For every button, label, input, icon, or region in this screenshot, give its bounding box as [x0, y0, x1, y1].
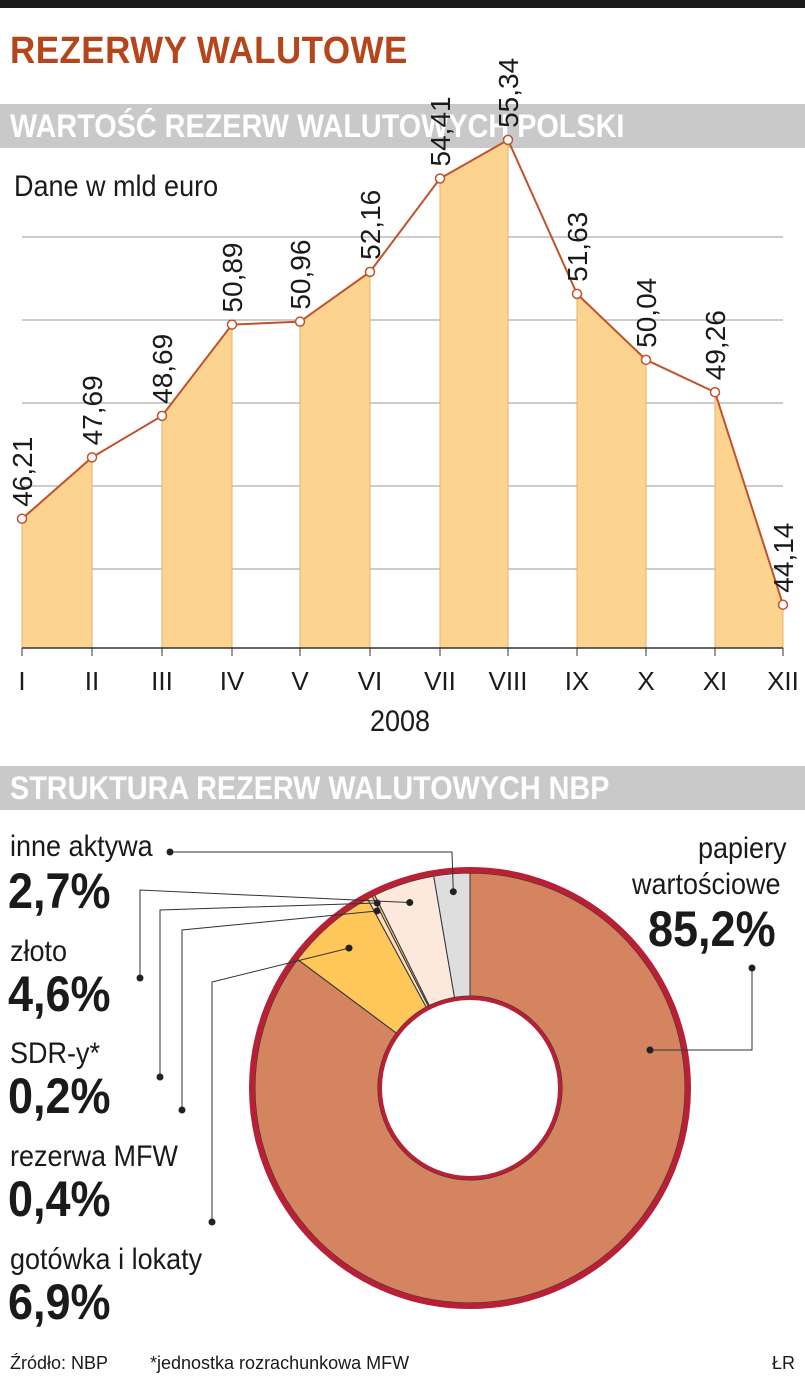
- data-label: 46,21: [7, 437, 38, 507]
- pie-chart-title: STRUKTURA REZERW WALUTOWYCH NBP: [10, 770, 610, 806]
- leader-dot: [449, 888, 457, 896]
- data-label: 50,96: [285, 240, 316, 310]
- page-title: REZERWY WALUTOWE: [10, 30, 408, 72]
- series-line: [21, 138, 784, 605]
- data-point: [156, 410, 168, 422]
- leader-dot: [166, 848, 174, 856]
- slice-label-gotowka: gotówka i lokaty: [10, 1243, 203, 1276]
- data-point: [364, 266, 376, 278]
- leader-dot: [136, 974, 144, 982]
- slice-label-sdr: SDR-y*: [10, 1037, 101, 1070]
- data-label: 49,26: [700, 310, 731, 380]
- leader-dot: [345, 944, 353, 952]
- author-initials: ŁR: [772, 1353, 796, 1373]
- data-label: 51,63: [562, 212, 593, 282]
- x-tick-label: VIII: [488, 666, 527, 696]
- slice-value-papiery: 85,2%: [648, 901, 776, 957]
- leader-line: [159, 902, 378, 1077]
- x-tick-label: IX: [565, 666, 590, 696]
- chart-unit-note: Dane w mld euro: [14, 170, 219, 203]
- leader-dot: [208, 1218, 216, 1226]
- data-point: [502, 134, 514, 146]
- data-point: [226, 319, 238, 330]
- data-point: [777, 599, 789, 610]
- slice-value-inne-aktywa: 2,7%: [8, 863, 111, 919]
- leader-line: [139, 889, 410, 978]
- x-tick-label: VI: [358, 666, 383, 696]
- slice-label-papiery-line1: papiery: [698, 832, 787, 865]
- area-band: [22, 457, 92, 648]
- leader-line: [211, 947, 350, 1222]
- line-chart-title-band: WARTOŚĆ REZERW WALUTOWYCH POLSKI: [0, 104, 805, 148]
- leader-dot: [646, 1046, 654, 1054]
- x-tick-label: XI: [703, 666, 728, 696]
- x-tick-label: X: [637, 666, 654, 696]
- x-tick-label: IV: [220, 666, 245, 696]
- leader-line: [181, 910, 378, 1110]
- area-chart: 46,21 I 47,69 II 48,69 III 50,89 IV 50,96 V 52,16 V…: [7, 58, 799, 696]
- x-tick-label: XII: [767, 666, 799, 696]
- data-label: 52,16: [355, 190, 386, 260]
- x-tick-label: I: [18, 666, 25, 696]
- line-chart-title: WARTOŚĆ REZERW WALUTOWYCH POLSKI: [10, 108, 625, 144]
- top-rule: [0, 0, 805, 8]
- x-tick-label: III: [151, 666, 173, 696]
- donut-inner-ring: [378, 996, 562, 1180]
- x-tick-label: II: [85, 666, 99, 696]
- data-label: 50,89: [217, 242, 248, 312]
- slice-value-sdr: 0,2%: [8, 1068, 111, 1124]
- area-band: [440, 139, 508, 648]
- pie-chart-title-band: STRUKTURA REZERW WALUTOWYCH NBP: [0, 766, 805, 810]
- slice-value-gotowka: 6,9%: [8, 1274, 111, 1330]
- data-point: [571, 288, 583, 300]
- source-note: Źródło: NBP: [10, 1353, 109, 1373]
- footnote: *jednostka rozrachunkowa MFW: [150, 1353, 410, 1373]
- leader-dot: [178, 1106, 186, 1114]
- data-label: 47,69: [77, 375, 108, 445]
- leader-line: [170, 851, 454, 892]
- data-point: [640, 354, 652, 366]
- area-band: [162, 324, 232, 648]
- data-label: 44,14: [768, 523, 799, 593]
- data-label: 55,34: [493, 58, 524, 128]
- slice-label-inne-aktywa: inne aktywa: [10, 830, 153, 863]
- area-band: [715, 392, 783, 648]
- slice-label-zloto: złoto: [10, 935, 68, 968]
- slice-label-papiery-line2: wartościowe: [632, 868, 781, 901]
- donut-outer-ring: [249, 867, 691, 1309]
- area-band: [300, 271, 370, 648]
- data-point: [709, 386, 721, 398]
- slice-value-rezerwa-mfw: 0,4%: [8, 1171, 111, 1227]
- leader-line: [650, 968, 753, 1051]
- data-label: 48,69: [147, 334, 178, 404]
- leader-dot: [373, 907, 381, 915]
- x-axis-year-label: 2008: [370, 705, 431, 738]
- data-point: [434, 173, 446, 184]
- x-tick-label: VII: [424, 666, 456, 696]
- data-point: [294, 316, 306, 327]
- slice-label-rezerwa-mfw: rezerwa MFW: [10, 1140, 179, 1173]
- slice-value-zloto: 4,6%: [8, 966, 111, 1022]
- leader-dot: [156, 1073, 164, 1081]
- data-point: [16, 513, 28, 525]
- leader-dot: [748, 964, 756, 972]
- leader-dot: [406, 899, 414, 907]
- x-tick-label: V: [291, 666, 309, 696]
- data-label: 54,41: [425, 96, 456, 166]
- data-label: 50,04: [631, 278, 662, 348]
- data-point: [86, 452, 98, 463]
- area-band: [577, 293, 646, 648]
